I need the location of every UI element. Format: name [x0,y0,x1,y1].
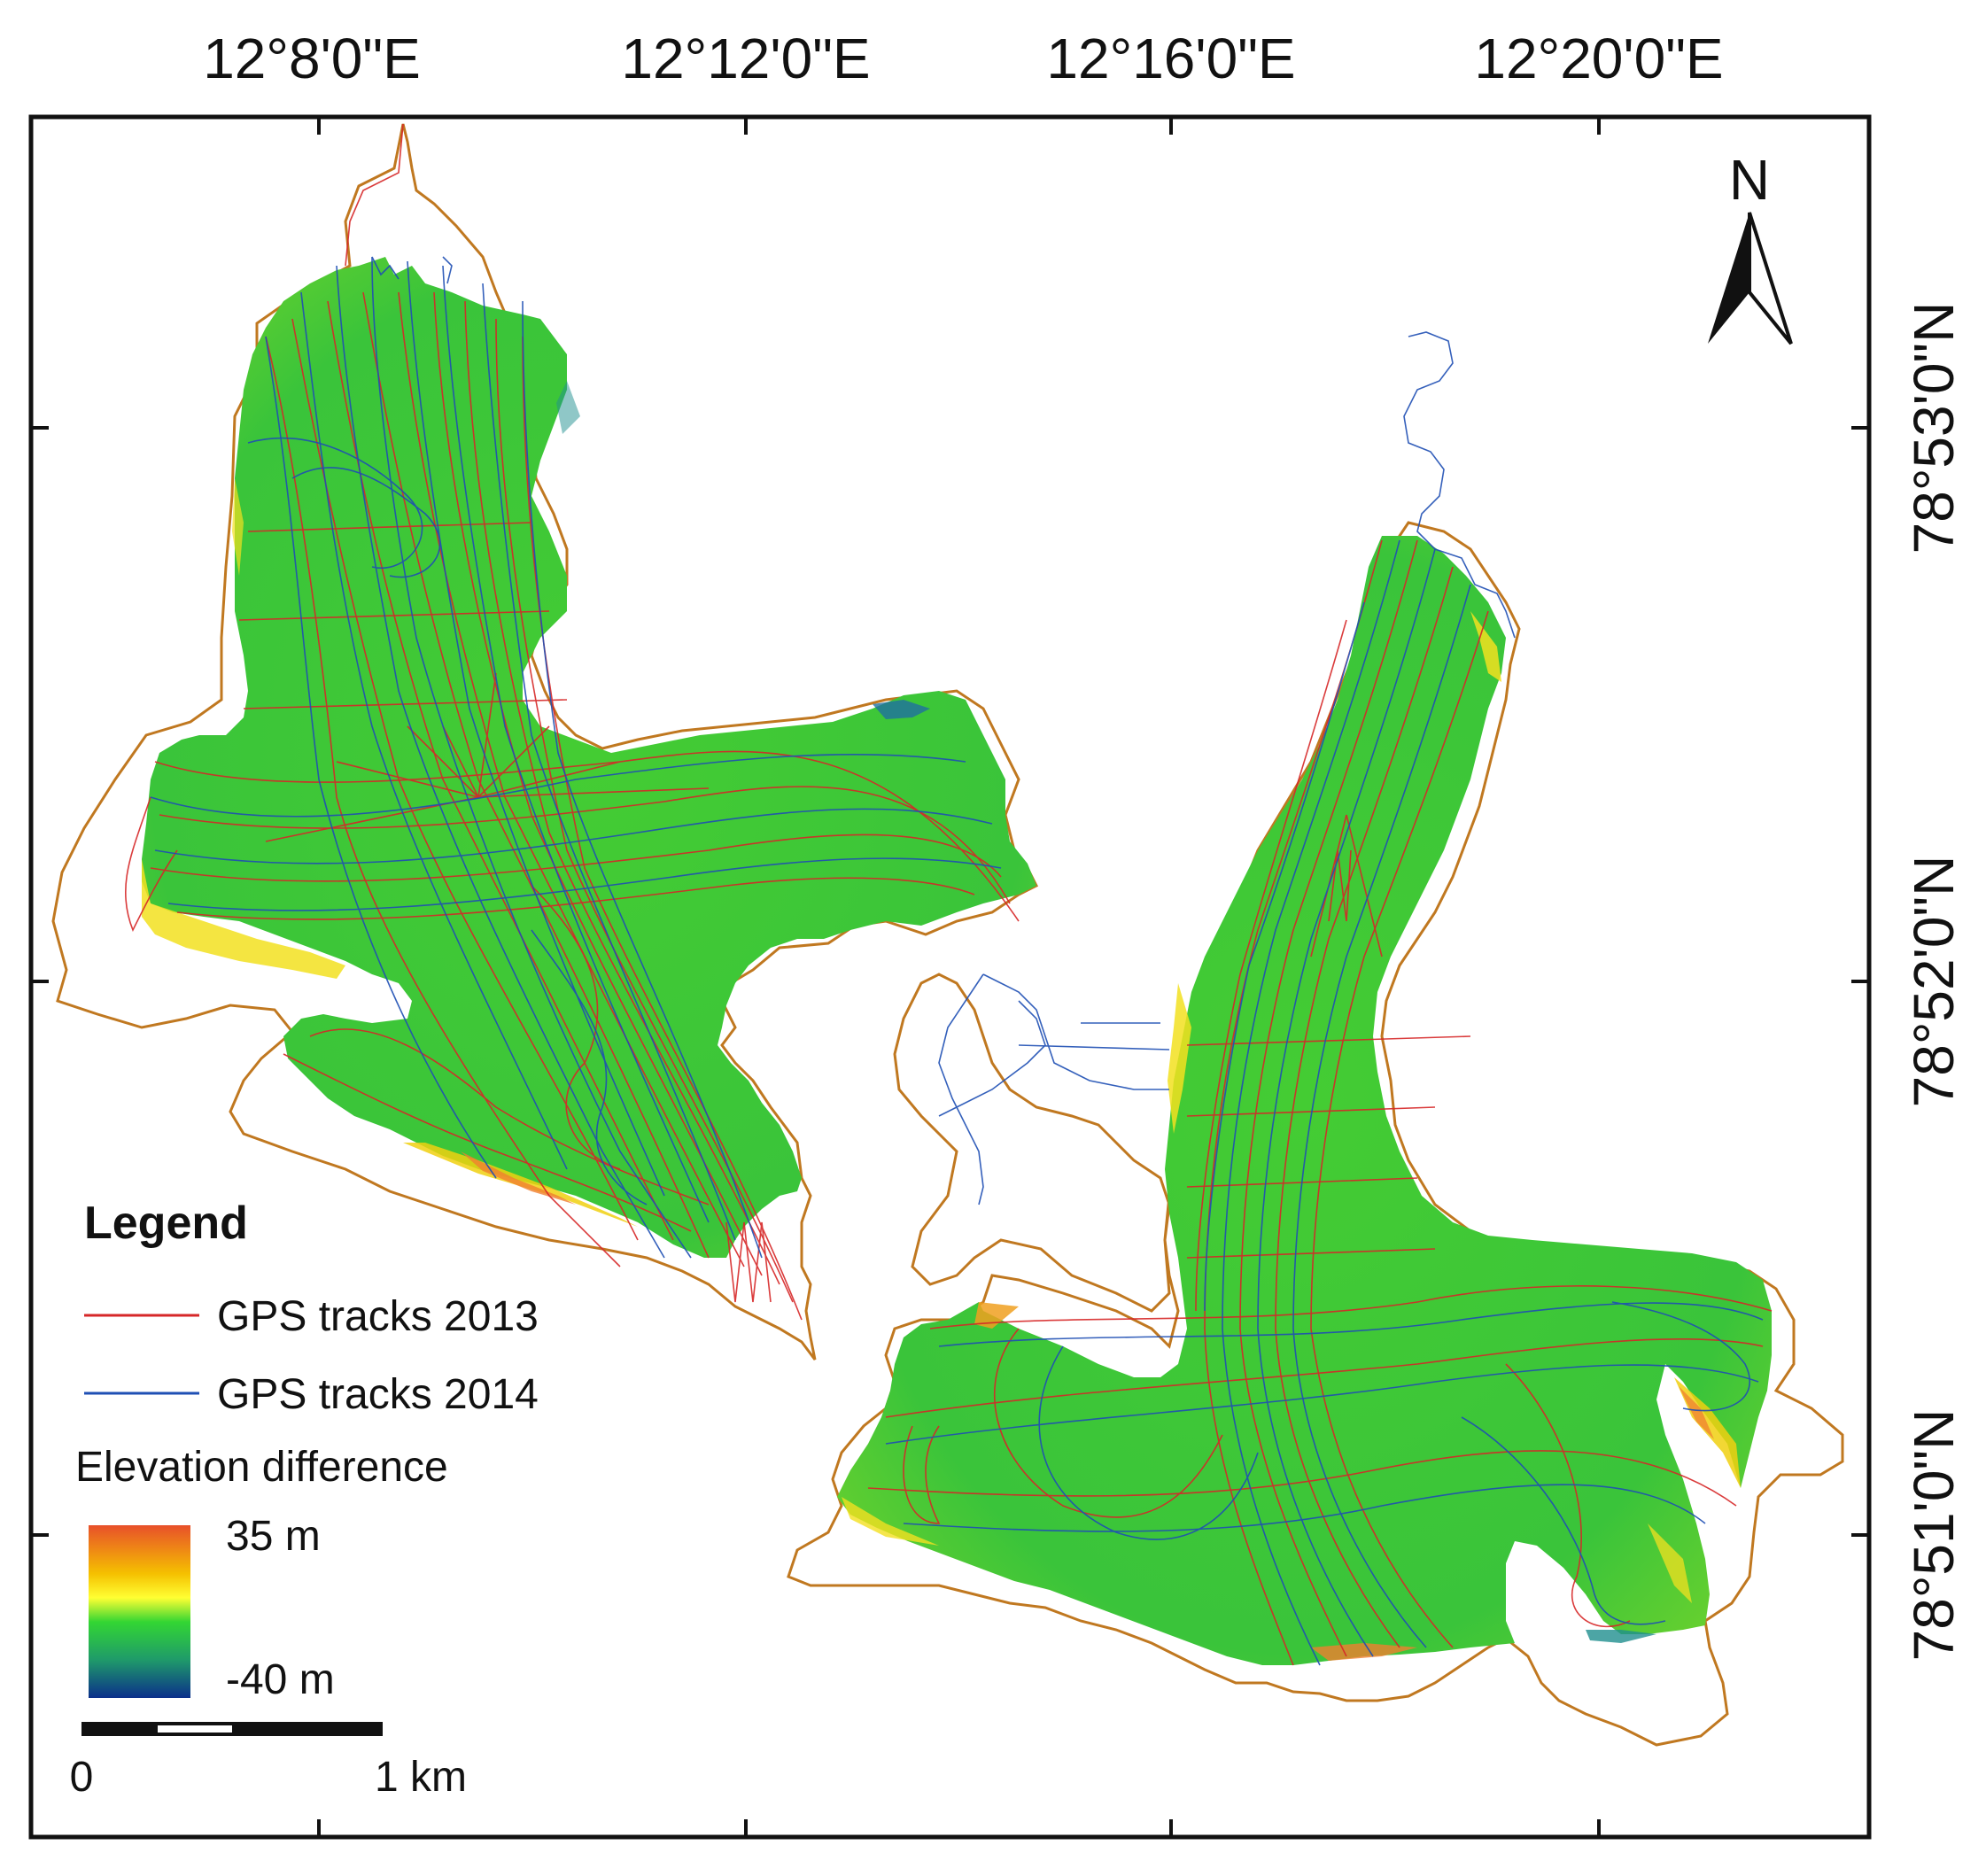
lon-label-4: 12°20'0"E [1474,27,1723,90]
left-glacier [51,123,1039,1360]
scale-bar: 0 1 km [70,1722,467,1801]
north-arrow-icon [1708,213,1749,344]
legend: Legend GPS tracks 2013 GPS tracks 2014 E… [70,1198,539,1801]
legend-label-2014: GPS tracks 2014 [217,1371,539,1418]
gps-tracks-2014 [150,256,1516,1259]
legend-label-2013: GPS tracks 2013 [217,1293,539,1340]
lon-tick-marks [317,117,1601,1837]
map-frame [28,114,1872,1840]
lat-label-1: 78°53'0"N [1902,302,1966,554]
lon-label-3: 12°16'0"E [1046,27,1295,90]
lon-label-1: 12°8'0"E [203,27,421,90]
gps-tracks-right [867,539,1773,1666]
gps-tracks-2013 [124,123,1020,1321]
scale-end-label: 1 km [375,1754,467,1801]
north-arrow: N [1708,148,1793,345]
right-glacier-surface [837,536,1772,1665]
lat-label-2: 78°52'0"N [1902,856,1966,1108]
lat-tick-marks [31,426,1869,1537]
elevation-ramp-title: Elevation difference [75,1444,448,1491]
legend-title: Legend [84,1198,248,1249]
elevation-color-ramp [89,1525,190,1698]
north-arrow-label: N [1729,148,1770,212]
ramp-max-label: 35 m [226,1513,321,1560]
lon-label-2: 12°12'0"E [621,27,870,90]
lat-label-3: 78°51'0"N [1902,1409,1966,1662]
scale-start-label: 0 [70,1754,94,1801]
left-glacier-outline [51,123,1039,1360]
right-glacier [787,521,1844,1747]
ramp-min-label: -40 m [226,1656,335,1703]
